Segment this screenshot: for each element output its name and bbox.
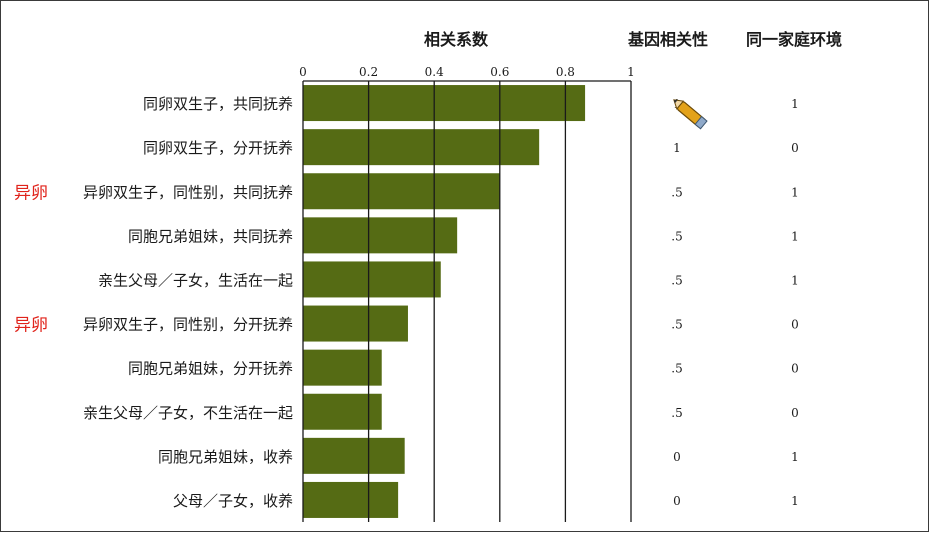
bar (303, 349, 382, 386)
x-tick-label: 1 (627, 65, 635, 79)
genetic-correlation-value: 1 (673, 141, 681, 155)
shared-environment-value: 0 (791, 406, 799, 420)
x-axis-title: 相关系数 (424, 30, 489, 49)
annotation-note: 异卵 (14, 183, 48, 203)
bar (303, 173, 500, 210)
genetic-correlation-value: .5 (671, 273, 682, 287)
category-label: 同胞兄弟姐妹，收养 (158, 448, 293, 466)
category-label: 亲生父母／子女，不生活在一起 (83, 404, 293, 422)
shared-environment-value: 1 (791, 450, 799, 464)
shared-environment-value: 1 (791, 273, 799, 287)
annotation-note: 异卵 (14, 316, 48, 336)
category-label: 同卵双生子，共同抚养 (143, 95, 293, 113)
genetic-correlation-value: .5 (671, 229, 682, 243)
category-label: 同胞兄弟姐妹，共同抚养 (128, 227, 293, 245)
bar (303, 217, 458, 254)
genetic-correlation-value: 0 (673, 494, 681, 508)
x-tick-label: 0 (299, 65, 307, 79)
x-tick-label: 0.6 (490, 65, 509, 79)
genetic-correlation-value: .5 (671, 185, 682, 199)
bar (303, 393, 382, 430)
bar (303, 85, 586, 122)
genetic-correlation-value: .5 (671, 362, 682, 376)
shared-environment-value: 0 (791, 318, 799, 332)
category-label: 异卵双生子，同性别，分开抚养 (83, 316, 293, 334)
grid-layer (302, 80, 632, 522)
genetic-correlation-value: .5 (671, 318, 682, 332)
annotation-mask (14, 311, 50, 334)
x-tick-label: 0.2 (359, 65, 378, 79)
bar (303, 305, 408, 342)
genetic-correlation-value: 0 (673, 450, 681, 464)
bars-layer (303, 85, 586, 518)
pencil-cursor-icon (673, 99, 708, 130)
shared-environment-value: 0 (791, 362, 799, 376)
shared-environment-value: 1 (791, 97, 799, 111)
category-label: 同卵双生子，分开抚养 (143, 139, 293, 157)
tick-layer: 0 0.2 0.4 0.6 0.8 1 (299, 65, 635, 79)
x-tick-label: 0.4 (425, 65, 444, 79)
bar (303, 261, 441, 298)
genetic-correlation-header: 基因相关性 (628, 30, 709, 49)
bar (303, 129, 540, 166)
shared-environment-header: 同一家庭环境 (746, 30, 843, 49)
bar (303, 437, 405, 474)
category-label: 亲生父母／子女，生活在一起 (98, 271, 293, 289)
shared-environment-value: 0 (791, 141, 799, 155)
shared-environment-value: 1 (791, 229, 799, 243)
category-label: 同胞兄弟姐妹，分开抚养 (128, 360, 293, 378)
shared-environment-value: 1 (791, 185, 799, 199)
bar (303, 481, 399, 518)
shared-environment-value: 1 (791, 494, 799, 508)
category-label-layer: 同卵双生子，共同抚养同卵双生子，分开抚养异卵双生子，同性别，共同抚养同胞兄弟姐妹… (83, 95, 293, 510)
x-tick-label: 0.8 (556, 65, 575, 79)
category-label: 异卵双生子，同性别，共同抚养 (83, 183, 293, 201)
genetic-correlation-value: .5 (671, 406, 682, 420)
category-label: 父母／子女，收养 (173, 492, 293, 510)
annotation-mask (14, 179, 50, 202)
